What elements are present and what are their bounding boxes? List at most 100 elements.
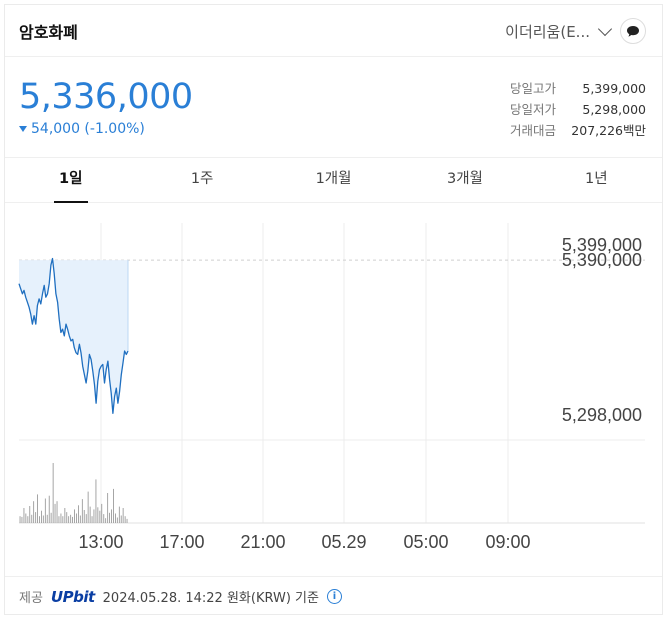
volume-bar bbox=[109, 512, 110, 523]
volume-bar bbox=[52, 463, 54, 523]
tab-1month[interactable]: 1개월 bbox=[315, 171, 352, 187]
price-change: 54,000 (-1.00%) bbox=[19, 121, 145, 137]
y-tick-label: 5,298,000 bbox=[562, 405, 642, 425]
volume-bar bbox=[105, 518, 107, 523]
volume-bar bbox=[42, 515, 44, 523]
volume-bar bbox=[78, 505, 79, 523]
price-line bbox=[18, 257, 129, 414]
volume-bar bbox=[56, 501, 58, 523]
volume-bar bbox=[58, 516, 60, 523]
tab-3month[interactable]: 3개월 bbox=[446, 171, 483, 187]
volume-bar bbox=[44, 498, 46, 523]
price-stats: 당일고가 5,399,000 당일저가 5,298,000 거래대금 207,2… bbox=[510, 78, 646, 141]
price-change-value: 54,000 (-1.00%) bbox=[31, 121, 145, 137]
volume-bar bbox=[101, 503, 103, 523]
volume-bar bbox=[54, 503, 56, 523]
footer: 제공 UPbit 2024.05.28. 14:22 원화(KRW) 기준 i bbox=[5, 576, 662, 616]
coin-selector[interactable]: 이더리움(E... bbox=[505, 21, 613, 42]
volume-bar bbox=[116, 517, 118, 523]
stat-label: 당일고가 bbox=[509, 81, 556, 96]
volume-bar bbox=[85, 514, 87, 523]
current-price: 5,336,000 bbox=[19, 77, 193, 117]
x-tick-label: 09:00 bbox=[485, 532, 530, 552]
chat-button[interactable] bbox=[620, 18, 646, 44]
volume-bar bbox=[27, 516, 29, 523]
stat-label: 당일저가 bbox=[509, 102, 556, 117]
x-tick-label: 17:00 bbox=[159, 532, 204, 552]
volume-bar bbox=[31, 514, 33, 523]
volume-bar bbox=[95, 479, 97, 523]
tab-1day[interactable]: 1일 bbox=[5, 158, 136, 202]
volume-bar bbox=[35, 512, 37, 523]
down-triangle-icon bbox=[19, 126, 27, 132]
crypto-widget: 암호화폐 이더리움(E... 5,336,000 54,000 (-1.00%)… bbox=[4, 4, 663, 615]
volume-bar bbox=[99, 510, 101, 523]
stat-row-low: 당일저가 5,298,000 bbox=[510, 99, 646, 120]
volume-bar bbox=[72, 516, 73, 523]
volume-bar bbox=[122, 508, 124, 523]
y-tick-label: 5,399,000 bbox=[562, 235, 642, 255]
x-tick-label: 21:00 bbox=[240, 532, 285, 552]
volume-bar bbox=[79, 515, 81, 523]
chat-bubble-icon bbox=[627, 25, 639, 37]
tab-1year[interactable]: 1년 bbox=[585, 171, 608, 187]
volume-bar bbox=[124, 516, 126, 523]
volume-bar bbox=[50, 512, 52, 523]
info-icon[interactable]: i bbox=[326, 589, 342, 604]
volume-bar bbox=[21, 516, 23, 523]
stat-value: 5,298,000 bbox=[582, 102, 646, 117]
volume-bar bbox=[74, 509, 75, 523]
volume-bar bbox=[89, 506, 91, 523]
stat-row-high: 당일고가 5,399,000 bbox=[510, 78, 646, 99]
volume-bar bbox=[19, 516, 21, 523]
volume-bar bbox=[118, 506, 120, 523]
volume-bar bbox=[62, 516, 64, 523]
volume-bar bbox=[46, 514, 48, 523]
period-tabs: 1일 1주 1개월 3개월 1년 bbox=[5, 158, 662, 203]
volume-bar bbox=[66, 512, 68, 523]
coin-selector-label: 이더리움(E... bbox=[505, 23, 590, 41]
volume-bar bbox=[39, 516, 40, 523]
price-summary: 5,336,000 54,000 (-1.00%) 당일고가 5,399,000… bbox=[5, 57, 662, 158]
volume-bar bbox=[93, 509, 95, 523]
volume-bar bbox=[113, 488, 114, 523]
volume-bar bbox=[107, 493, 109, 523]
volume-bar bbox=[111, 509, 112, 523]
volume-bar bbox=[76, 513, 77, 523]
x-tick-label: 05.29 bbox=[321, 532, 366, 552]
volume-bar bbox=[83, 510, 85, 523]
volume-bar bbox=[126, 518, 128, 523]
stat-row-volume: 거래대금 207,226백만 bbox=[510, 120, 646, 141]
volume-bar bbox=[68, 516, 70, 523]
data-timestamp: 2024.05.28. 14:22 원화(KRW) 기준 bbox=[102, 591, 319, 606]
tab-1week[interactable]: 1주 bbox=[190, 171, 214, 187]
volume-bar bbox=[60, 513, 62, 523]
volume-bar bbox=[37, 494, 38, 523]
volume-bar bbox=[87, 491, 89, 523]
volume-bar bbox=[25, 513, 27, 523]
chevron-down-icon bbox=[597, 21, 613, 37]
stat-value: 5,399,000 bbox=[582, 81, 646, 96]
volume-bar bbox=[33, 501, 35, 523]
volume-bar bbox=[115, 513, 116, 523]
stat-value: 207,226백만 bbox=[571, 123, 646, 138]
stat-label: 거래대금 bbox=[509, 123, 556, 138]
provider-logo[interactable]: UPbit bbox=[50, 587, 95, 606]
volume-bar bbox=[97, 507, 99, 523]
volume-bar bbox=[103, 514, 105, 523]
volume-bar bbox=[81, 499, 83, 523]
x-tick-label: 05:00 bbox=[403, 532, 448, 552]
volume-bar bbox=[29, 506, 31, 523]
volume-bar bbox=[91, 516, 93, 523]
volume-bar bbox=[23, 508, 25, 523]
volume-bar bbox=[70, 514, 72, 523]
widget-header: 암호화폐 이더리움(E... bbox=[5, 5, 662, 57]
volume-bar bbox=[48, 495, 50, 523]
x-tick-label: 13:00 bbox=[78, 532, 123, 552]
widget-title: 암호화폐 bbox=[19, 23, 78, 42]
y-tick-label: 5,390,000 bbox=[562, 250, 642, 270]
volume-bar bbox=[41, 510, 42, 523]
volume-bar bbox=[64, 508, 66, 523]
provider-label: 제공 bbox=[19, 591, 43, 606]
